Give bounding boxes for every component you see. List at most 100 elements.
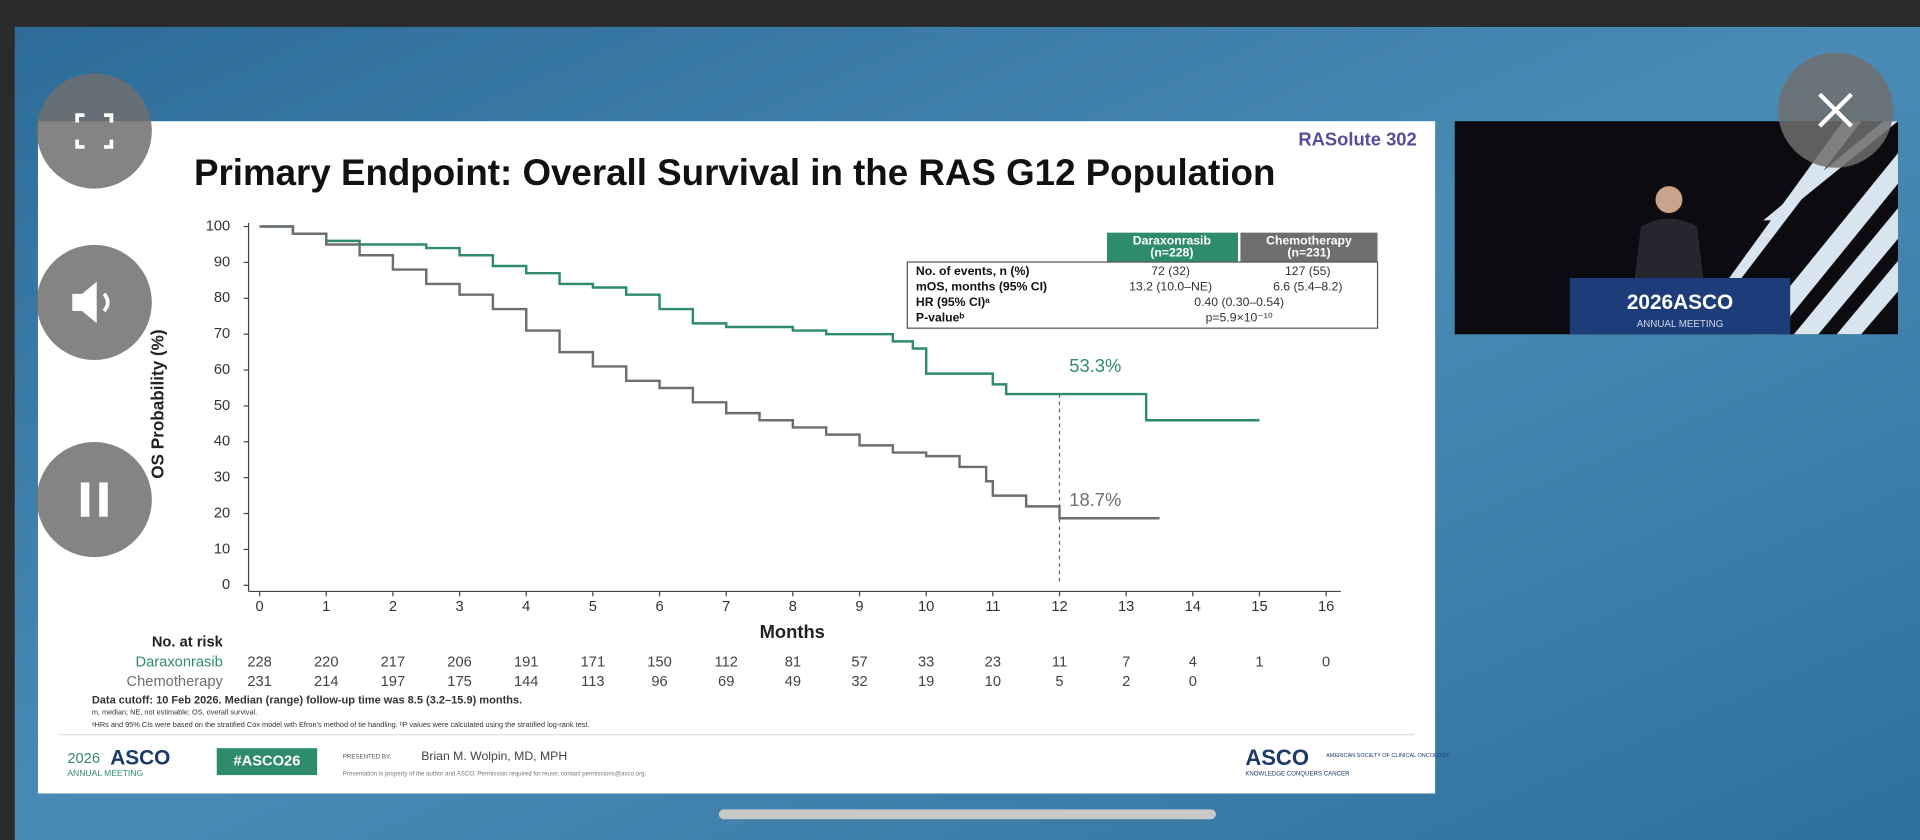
y-tick-label: 20	[214, 505, 230, 521]
table-cell: p=5.9×10⁻¹⁰	[1206, 311, 1273, 325]
meeting-sub: ANNUAL MEETING	[67, 768, 143, 778]
risk-count: 112	[714, 654, 737, 670]
hashtag-badge	[216, 748, 318, 776]
x-tick-label: 12	[1051, 599, 1067, 615]
y-tick-label: 60	[214, 362, 230, 378]
x-tick-label: 1	[322, 599, 330, 615]
speaker-wave	[102, 292, 110, 313]
presented-by-label: PRESENTED BY:	[343, 753, 392, 760]
risk-count: 33	[918, 654, 934, 670]
x-tick-label: 11	[985, 599, 1000, 615]
close-icon	[1818, 92, 1853, 128]
x-tick-label: 14	[1185, 599, 1201, 615]
risk-count: 0	[1189, 674, 1197, 690]
asco-logo: ASCO	[1245, 745, 1309, 770]
risk-count: 19	[918, 674, 934, 690]
presenter: Brian M. Wolpin, MD, MPH	[421, 749, 567, 763]
speaker-head	[1655, 186, 1683, 214]
risk-count: 7	[1122, 654, 1130, 670]
speaker-icon	[72, 281, 97, 324]
x-tick-label: 10	[918, 599, 934, 615]
footnote: ᵃHRs and 95% CIs were based on the strat…	[92, 720, 590, 729]
pause-button[interactable]	[36, 442, 152, 558]
survival-curve	[259, 225, 1260, 422]
risk-title: No. at risk	[152, 635, 224, 651]
table-cell: 0.40 (0.30–0.54)	[1194, 295, 1284, 309]
risk-count: 175	[447, 674, 472, 690]
risk-count: 197	[381, 674, 406, 690]
y-tick-label: 100	[206, 218, 231, 234]
risk-count: 171	[581, 654, 606, 670]
risk-count: 96	[651, 674, 667, 690]
x-tick-label: 3	[455, 599, 463, 615]
risk-count: 217	[381, 654, 406, 670]
footnote: m, median; NE, not estimable; OS, overal…	[92, 708, 257, 717]
slide-title: Primary Endpoint: Overall Survival in th…	[194, 152, 1275, 193]
scrub-bar[interactable]	[718, 809, 1216, 820]
table-header: (n=231)	[1287, 246, 1330, 260]
y-tick-label: 70	[214, 326, 230, 342]
x-axis-label: Months	[760, 621, 825, 642]
y-tick-label: 0	[222, 577, 230, 593]
y-tick-label: 50	[214, 398, 230, 414]
notice: Presentation is property of the author a…	[343, 770, 647, 777]
risk-count: 2	[1122, 674, 1130, 690]
fullscreen-button[interactable]	[36, 73, 152, 189]
x-tick-label: 4	[522, 599, 530, 615]
asco-logo-tag: KNOWLEDGE CONQUERS CANCER	[1245, 770, 1350, 777]
table-header-cell	[1106, 232, 1238, 263]
risk-count: 1	[1255, 654, 1263, 670]
y-tick-label: 40	[214, 434, 230, 450]
fullscreen-icon	[75, 113, 114, 149]
table-cell: 13.2 (10.0–NE)	[1129, 280, 1212, 294]
table-header: (n=228)	[1150, 246, 1193, 260]
table-cell: 6.6 (5.4–8.2)	[1273, 280, 1342, 294]
table-cell: 72 (32)	[1151, 264, 1190, 278]
meeting-year: 2026	[67, 751, 100, 767]
risk-count: 113	[581, 674, 604, 690]
x-tick-label: 8	[789, 599, 797, 615]
x-tick-label: 7	[722, 599, 730, 615]
risk-count: 32	[851, 674, 867, 690]
brand: RASolute 302	[1298, 129, 1416, 150]
x-tick-label: 0	[256, 599, 264, 615]
x-tick-label: 16	[1318, 599, 1334, 615]
speaker-body	[1634, 218, 1704, 278]
table-row-label: HR (95% CI)ᵃ	[916, 295, 990, 309]
risk-count: 5	[1055, 674, 1063, 690]
risk-count: 206	[447, 654, 472, 670]
risk-count: 0	[1322, 654, 1330, 670]
x-tick-label: 5	[589, 599, 597, 615]
x-tick-label: 9	[855, 599, 863, 615]
footnote: Data cutoff: 10 Feb 2026. Median (range)…	[92, 694, 522, 706]
x-tick-label: 15	[1251, 599, 1267, 615]
video-banner-sub: ANNUAL MEETING	[1637, 319, 1724, 330]
y-tick-label: 90	[214, 254, 230, 270]
risk-count: 81	[785, 654, 801, 670]
survival-curve	[259, 225, 1160, 520]
risk-name: Daraxonrasib	[135, 654, 222, 670]
risk-count: 150	[647, 654, 672, 670]
video-banner: 2026ASCO	[1627, 291, 1733, 314]
pause-icon	[80, 482, 90, 517]
value-label: 18.7%	[1069, 489, 1121, 510]
risk-count: 4	[1189, 654, 1197, 670]
pause-icon	[99, 482, 108, 517]
meeting-name: ASCO	[110, 747, 170, 770]
table-header: Daraxonrasib	[1133, 233, 1211, 247]
table-row-label: P-valueᵇ	[916, 311, 965, 325]
y-tick-label: 80	[214, 290, 230, 306]
risk-count: 57	[851, 654, 867, 670]
y-axis-label: OS Probability (%)	[148, 329, 168, 478]
risk-count: 191	[514, 654, 539, 670]
risk-count: 11	[1052, 654, 1067, 670]
table-header-cell	[1240, 232, 1378, 263]
x-tick-label: 13	[1118, 599, 1134, 615]
asco-logo-sub: AMERICAN SOCIETY OF CLINICAL ONCOLOGY	[1326, 753, 1449, 759]
table-header: Chemotherapy	[1266, 233, 1352, 247]
slide	[37, 121, 1436, 794]
lectern-banner	[1569, 277, 1791, 335]
risk-count: 69	[718, 674, 734, 690]
risk-count: 23	[985, 654, 1001, 670]
